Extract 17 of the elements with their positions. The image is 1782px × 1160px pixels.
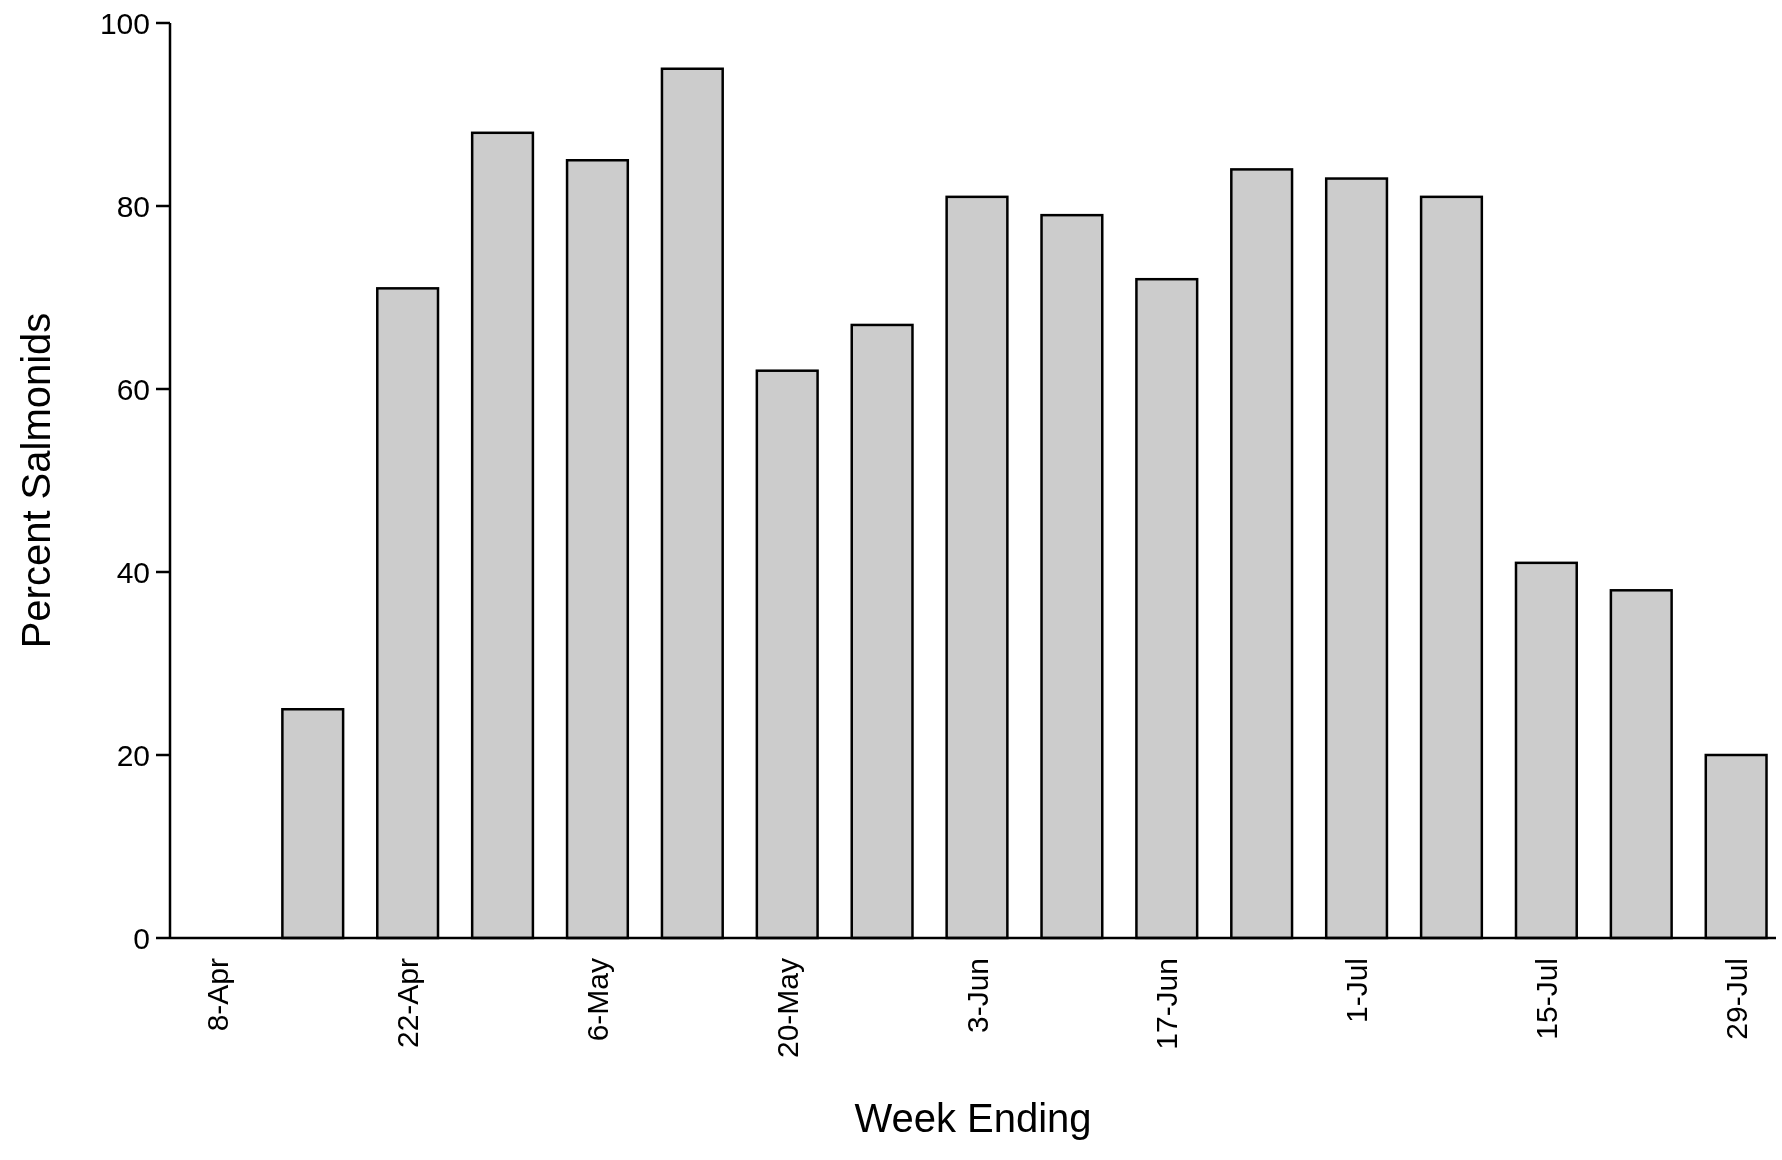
x-tick-label: 20-May <box>770 958 804 1059</box>
x-tick-label: 29-Jul <box>1719 958 1753 1040</box>
y-tick-label: 100 <box>99 6 150 40</box>
x-tick-label: 3-Jun <box>960 958 994 1034</box>
x-tick-label: 22-Apr <box>391 957 425 1049</box>
x-tick-label: 15-Jul <box>1529 958 1563 1040</box>
x-axis-title: Week Ending <box>854 1096 1092 1140</box>
y-tick-label: 20 <box>116 738 150 772</box>
x-tick-label: 8-Apr <box>201 957 235 1032</box>
x-tick-label: 1-Jul <box>1340 958 1374 1024</box>
y-tick-label: 40 <box>116 555 150 589</box>
y-tick-label: 60 <box>116 372 150 406</box>
y-axis-title: Percent Salmonids <box>14 312 58 649</box>
x-tick-label: 17-Jun <box>1150 958 1184 1050</box>
y-tick-label: 80 <box>116 189 150 223</box>
y-tick-label: 0 <box>133 921 150 955</box>
x-tick-label: 6-May <box>580 958 614 1042</box>
